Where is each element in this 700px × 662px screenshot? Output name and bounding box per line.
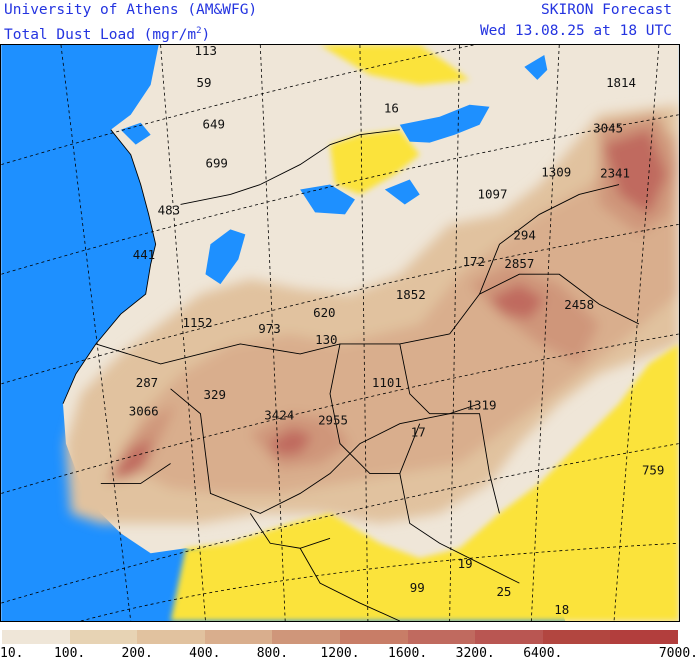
map-label: 620 xyxy=(313,305,335,320)
legend-swatch xyxy=(340,630,409,644)
color-legend: 10. 100. 200. 400. 800. 1200. 1600. 3200. 6400. 7… xyxy=(0,630,700,662)
map-label: 1097 xyxy=(478,186,508,201)
dust-high xyxy=(120,134,679,494)
header-valid-time: Wed 13.08.25 at 18 UTC xyxy=(479,23,672,39)
dust-extreme xyxy=(112,129,667,479)
variable-text: Total Dust Load (mgr/m xyxy=(4,26,197,43)
map-label: 25 xyxy=(496,584,511,599)
yellow-horn xyxy=(638,463,679,524)
map-label: 113 xyxy=(195,44,217,58)
legend-tick-label: 1200. xyxy=(320,646,360,661)
med-west xyxy=(205,229,246,285)
variable-close: ) xyxy=(201,26,211,43)
legend-swatch xyxy=(407,630,476,644)
dust-field xyxy=(65,104,679,524)
dust-map: 113 59 16 1814 3045 649 699 1309 2341 10… xyxy=(0,44,680,622)
map-label: 287 xyxy=(136,375,158,390)
header-variable: Total Dust Load (mgr/m2) xyxy=(4,22,210,44)
map-label: 483 xyxy=(158,202,180,217)
map-label: 59 xyxy=(196,75,211,90)
yellow-balkans xyxy=(330,129,420,195)
map-label: 3424 xyxy=(264,408,294,423)
legend-tick-label: 7000. xyxy=(658,646,698,661)
low-dust-areas xyxy=(170,45,679,621)
map-label: 17 xyxy=(411,425,426,440)
caspian-sea xyxy=(524,54,548,80)
inland-seas xyxy=(120,54,548,285)
map-label: 16 xyxy=(384,101,399,116)
legend-swatch xyxy=(69,630,138,644)
legend-tick-label: 100. xyxy=(53,646,86,661)
map-label: 19 xyxy=(458,556,473,571)
legend-tick-label: 6400. xyxy=(523,646,563,661)
graticule xyxy=(1,45,679,621)
legend-tick-label: 3200. xyxy=(455,646,495,661)
legend-swatch xyxy=(542,630,611,644)
legend-swatch xyxy=(610,630,679,644)
legend-tick-label: 800. xyxy=(256,646,289,661)
map-label: 1319 xyxy=(467,398,497,413)
legend-tick-label: 200. xyxy=(121,646,153,661)
med-aegean xyxy=(384,179,420,205)
legend-swatch xyxy=(137,630,206,644)
header-institution: University of Athens (AM&WFG) xyxy=(4,2,258,18)
legend-tick-label: 10. xyxy=(0,646,24,661)
variable-exponent: 2 xyxy=(196,26,202,36)
map-label: 699 xyxy=(205,156,227,171)
header-forecast: SKIRON Forecast xyxy=(541,2,672,18)
map-label: 2341 xyxy=(600,166,630,181)
legend-tick-label: 1600. xyxy=(388,646,428,661)
map-label: 18 xyxy=(554,602,569,617)
black-sea xyxy=(399,104,490,143)
map-label: 2458 xyxy=(564,297,594,312)
map-label: 2857 xyxy=(504,256,534,271)
map-label: 1152 xyxy=(183,315,213,330)
map-label: 759 xyxy=(642,463,664,478)
map-label: 649 xyxy=(202,117,224,132)
map-label: 441 xyxy=(133,247,155,262)
yellow-europe-n xyxy=(320,45,470,85)
legend-swatch xyxy=(2,630,71,644)
med-central xyxy=(300,184,355,215)
legend-swatch xyxy=(475,630,544,644)
legend-swatch xyxy=(272,630,341,644)
map-label: 3066 xyxy=(129,404,159,419)
dust-value-labels: 113 59 16 1814 3045 649 699 1309 2341 10… xyxy=(129,44,665,617)
map-label: 2955 xyxy=(318,413,348,428)
map-label: 294 xyxy=(513,227,535,242)
map-label: 1814 xyxy=(606,75,636,90)
yellow-sahel xyxy=(170,343,679,621)
map-label: 1852 xyxy=(396,287,426,302)
legend-swatch xyxy=(204,630,273,644)
map-label: 3045 xyxy=(593,121,623,136)
map-label: 130 xyxy=(315,332,337,347)
legend-tick-label: 400. xyxy=(189,646,221,661)
map-label: 329 xyxy=(203,387,225,402)
map-label: 99 xyxy=(410,580,425,595)
country-borders xyxy=(62,129,640,621)
map-label: 172 xyxy=(463,254,485,269)
map-label: 973 xyxy=(258,321,280,336)
map-label: 1101 xyxy=(372,375,402,390)
map-label: 1309 xyxy=(541,165,571,180)
